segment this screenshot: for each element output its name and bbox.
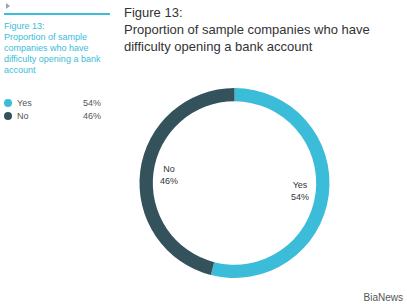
- html-text:Figure 13: Proportion of sampl: Figure 13: Proportion of sample companie…: [4, 21, 101, 75]
- html-text:46%: 46%: [83, 110, 101, 121]
- html-text:Yes: Yes: [17, 97, 32, 108]
- svg-text:No46%: No46%: [160, 164, 178, 186]
- svg-text:Yes54%: Yes54%: [291, 180, 309, 202]
- svg-text:Figure 13:Proportion of sample: Figure 13:Proportion of sample companies…: [124, 5, 370, 54]
- html-text:54%: 54%: [83, 97, 101, 108]
- html-text:BiaNews: BiaNews: [363, 292, 403, 303]
- html-text:No: No: [17, 110, 29, 121]
